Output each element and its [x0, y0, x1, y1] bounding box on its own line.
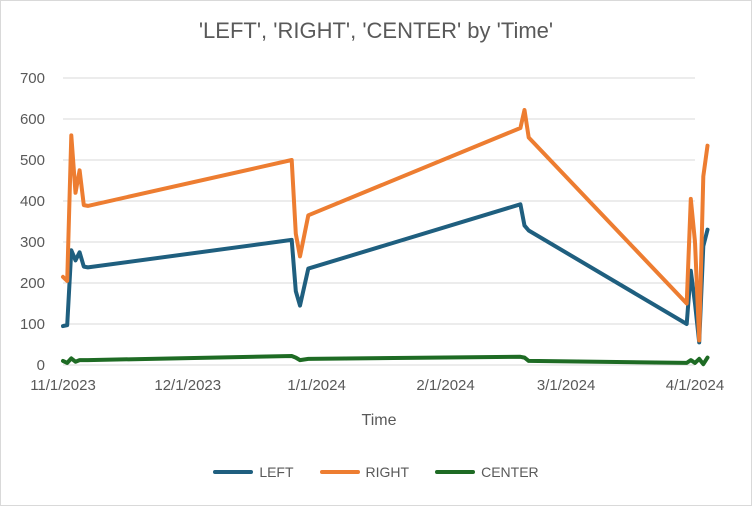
y-tick-label: 400 — [20, 193, 45, 210]
x-tick-label: 3/1/2024 — [537, 377, 595, 394]
y-tick-label: 200 — [20, 275, 45, 292]
legend-item-left: LEFT — [213, 464, 294, 480]
legend-swatch — [213, 470, 254, 474]
y-axis-ticks: 0 100 200 300 400 500 600 700 — [20, 70, 45, 374]
series-line-left — [61, 202, 710, 345]
gridlines — [63, 77, 695, 366]
series-line-right — [61, 108, 710, 343]
y-tick-label: 500 — [20, 152, 45, 169]
legend-label: RIGHT — [365, 464, 410, 480]
x-tick-label: 2/1/2024 — [416, 377, 474, 394]
x-axis-title: Time — [362, 412, 397, 429]
legend: LEFT RIGHT CENTER — [0, 464, 752, 480]
x-tick-label: 12/1/2023 — [154, 377, 221, 394]
legend-label: LEFT — [259, 464, 294, 480]
legend-item-right: RIGHT — [319, 464, 410, 480]
x-tick-label: 1/1/2024 — [287, 377, 345, 394]
legend-item-center: CENTER — [435, 464, 539, 480]
y-tick-label: 100 — [20, 316, 45, 333]
legend-label: CENTER — [481, 464, 539, 480]
y-tick-label: 300 — [20, 234, 45, 251]
legend-swatch — [319, 470, 360, 474]
y-tick-label: 0 — [37, 357, 45, 374]
chart-title: 'LEFT', 'RIGHT', 'CENTER' by 'Time' — [198, 18, 554, 43]
legend-swatch — [435, 470, 476, 474]
x-axis-ticks: 11/1/2023 12/1/2023 1/1/2024 2/1/2024 3/1/20… — [30, 377, 724, 394]
y-tick-label: 700 — [20, 70, 45, 87]
x-tick-label: 11/1/2023 — [30, 377, 96, 394]
x-tick-label: 4/1/2024 — [666, 377, 724, 394]
y-tick-label: 600 — [20, 111, 45, 128]
series-lines — [61, 108, 710, 367]
series-line-center — [61, 354, 710, 367]
